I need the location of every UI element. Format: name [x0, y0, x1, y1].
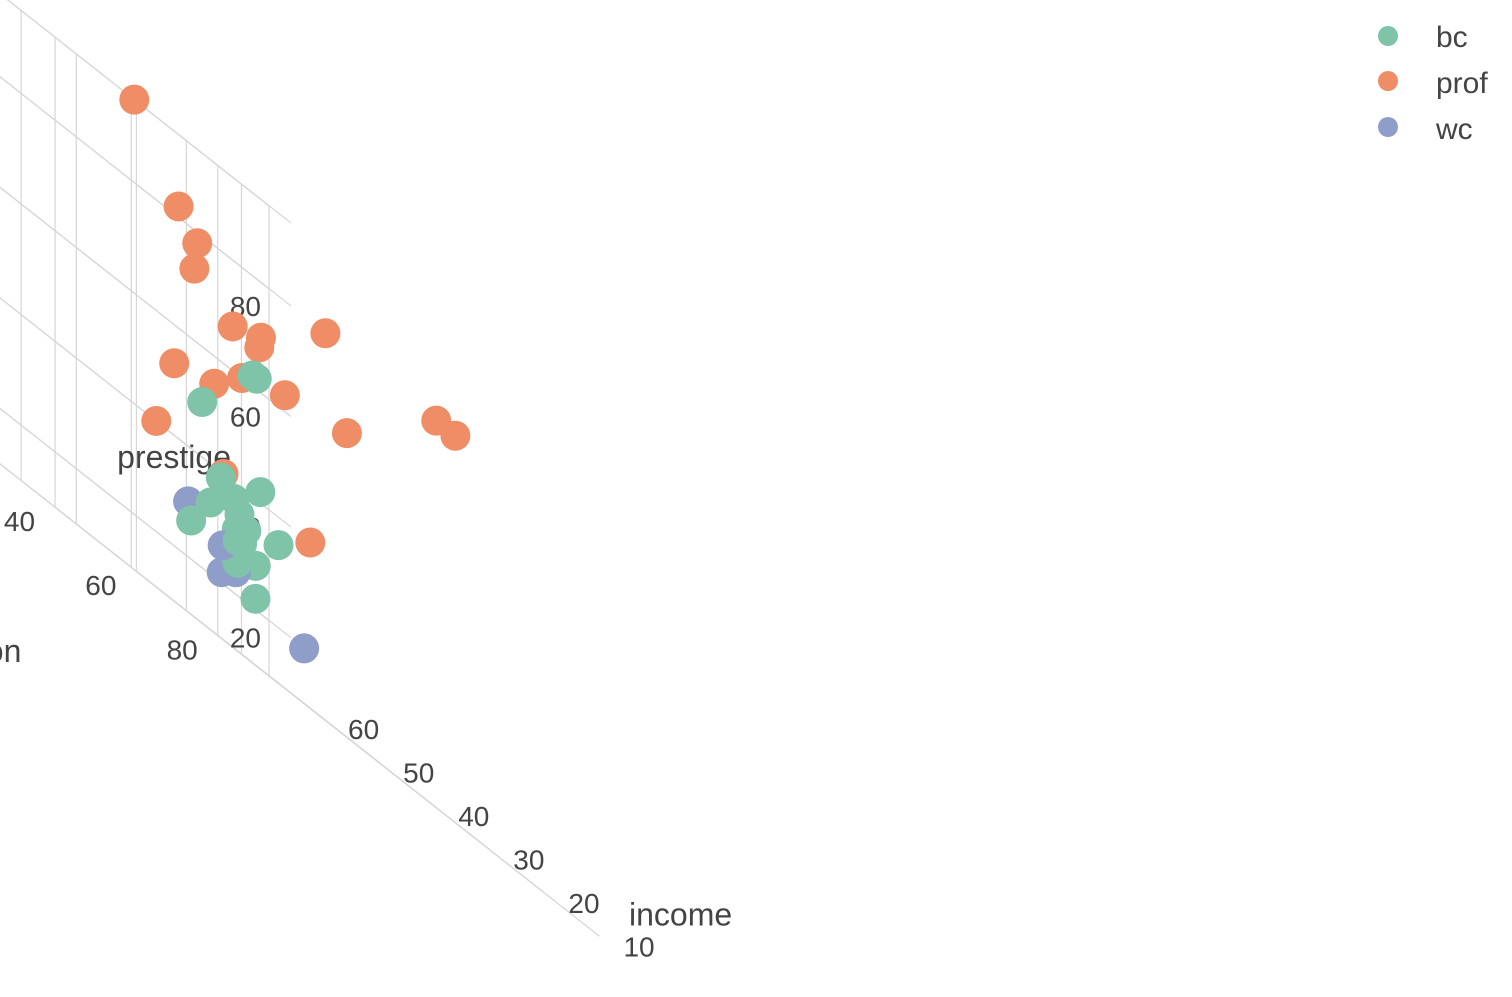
tick-income-20: 20 — [568, 888, 599, 919]
tick-education-80: 80 — [167, 634, 198, 665]
wall-top-edge-y — [6, 0, 292, 224]
axis-titles: income education prestige — [0, 439, 732, 933]
point-bc-0[interactable] — [237, 360, 268, 391]
point-prof-9[interactable] — [217, 311, 248, 342]
point-prof-5[interactable] — [182, 228, 213, 259]
point-prof-13[interactable] — [159, 348, 190, 379]
point-prof-7[interactable] — [245, 322, 276, 353]
legend-label-prof: prof — [1436, 67, 1488, 100]
point-prof-10[interactable] — [331, 418, 362, 449]
point-bc-17[interactable] — [219, 484, 250, 515]
tick-labels: 1020304050602040608020406080 — [4, 291, 655, 962]
tick-education-60: 60 — [85, 570, 116, 601]
point-prof-16[interactable] — [269, 380, 300, 411]
grid-layer — [0, 0, 600, 937]
legend-marker-wc — [1378, 117, 1398, 137]
point-prof-4[interactable] — [163, 191, 194, 222]
legend: bc prof wc — [1378, 21, 1488, 146]
axis-title-income: income — [629, 897, 732, 933]
point-prof-0[interactable] — [119, 84, 150, 115]
tick-prestige-20: 20 — [230, 623, 261, 654]
tick-income-50: 50 — [403, 758, 434, 789]
point-prof-15[interactable] — [141, 405, 172, 436]
point-bc-15[interactable] — [240, 583, 271, 614]
tick-income-10: 10 — [623, 931, 654, 962]
point-prof-2[interactable] — [421, 405, 452, 436]
point-prof-6[interactable] — [179, 253, 210, 284]
data-points — [119, 84, 471, 664]
axis-title-education: education — [0, 633, 21, 669]
legend-marker-bc — [1378, 26, 1398, 46]
legend-marker-prof — [1378, 71, 1398, 91]
point-bc-7[interactable] — [263, 530, 294, 561]
point-bc-3[interactable] — [245, 477, 276, 508]
wall-grid-prestige-y-20 — [0, 407, 292, 639]
tick-education-40: 40 — [4, 506, 35, 537]
point-bc-4[interactable] — [205, 462, 236, 493]
wall-grid-prestige-x-80 — [0, 76, 270, 290]
point-bc-2[interactable] — [187, 387, 218, 418]
point-prof-17[interactable] — [295, 527, 326, 558]
legend-item-bc[interactable]: bc — [1378, 21, 1468, 54]
legend-item-wc[interactable]: wc — [1378, 113, 1473, 146]
point-prof-3[interactable] — [310, 318, 341, 349]
legend-label-bc: bc — [1436, 21, 1468, 54]
wall-grid-prestige-y-80 — [0, 75, 292, 307]
point-wc-0[interactable] — [289, 633, 320, 664]
legend-item-prof[interactable]: prof — [1378, 67, 1488, 100]
floor-grid-income-60 — [0, 463, 325, 720]
point-bc-5[interactable] — [222, 525, 253, 556]
tick-prestige-60: 60 — [230, 402, 261, 433]
point-bc-14[interactable] — [195, 487, 226, 518]
tick-income-60: 60 — [348, 714, 379, 745]
tick-income-40: 40 — [458, 801, 489, 832]
point-bc-6[interactable] — [176, 505, 207, 536]
tick-income-30: 30 — [513, 844, 544, 875]
floor-grid-education-80 — [217, 634, 555, 901]
legend-label-wc: wc — [1435, 113, 1473, 146]
